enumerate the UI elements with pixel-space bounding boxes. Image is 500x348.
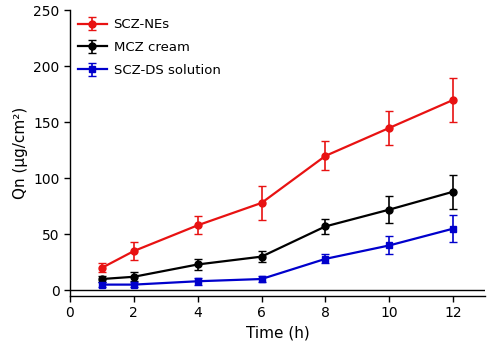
Y-axis label: Qn (μg/cm²): Qn (μg/cm²) (12, 107, 28, 199)
X-axis label: Time (h): Time (h) (246, 326, 310, 341)
Legend: SCZ-NEs, MCZ cream, SCZ-DS solution: SCZ-NEs, MCZ cream, SCZ-DS solution (74, 14, 225, 81)
